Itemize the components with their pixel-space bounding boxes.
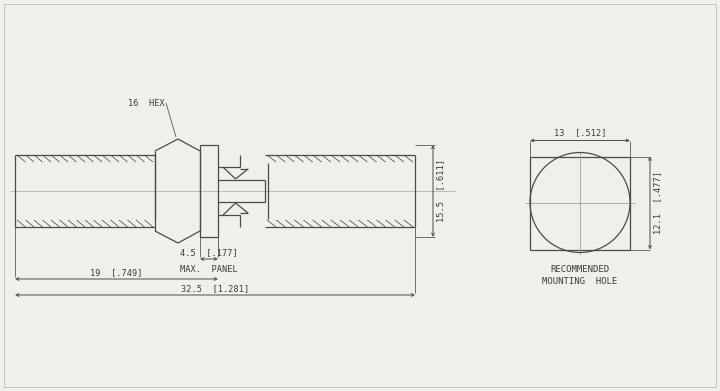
Text: 19  [.749]: 19 [.749] xyxy=(90,268,143,277)
Text: 32.5  [1.281]: 32.5 [1.281] xyxy=(181,284,249,293)
Text: 12.1  [.477]: 12.1 [.477] xyxy=(653,172,662,235)
Text: 13  [.512]: 13 [.512] xyxy=(554,129,606,138)
Text: MAX.  PANEL: MAX. PANEL xyxy=(180,265,238,274)
Text: 15.5  [.611]: 15.5 [.611] xyxy=(436,160,445,222)
Text: RECOMMENDED: RECOMMENDED xyxy=(550,265,610,274)
Text: 16  HEX: 16 HEX xyxy=(128,99,165,108)
Text: 4.5  [.177]: 4.5 [.177] xyxy=(180,248,238,257)
Text: MOUNTING  HOLE: MOUNTING HOLE xyxy=(542,276,618,285)
